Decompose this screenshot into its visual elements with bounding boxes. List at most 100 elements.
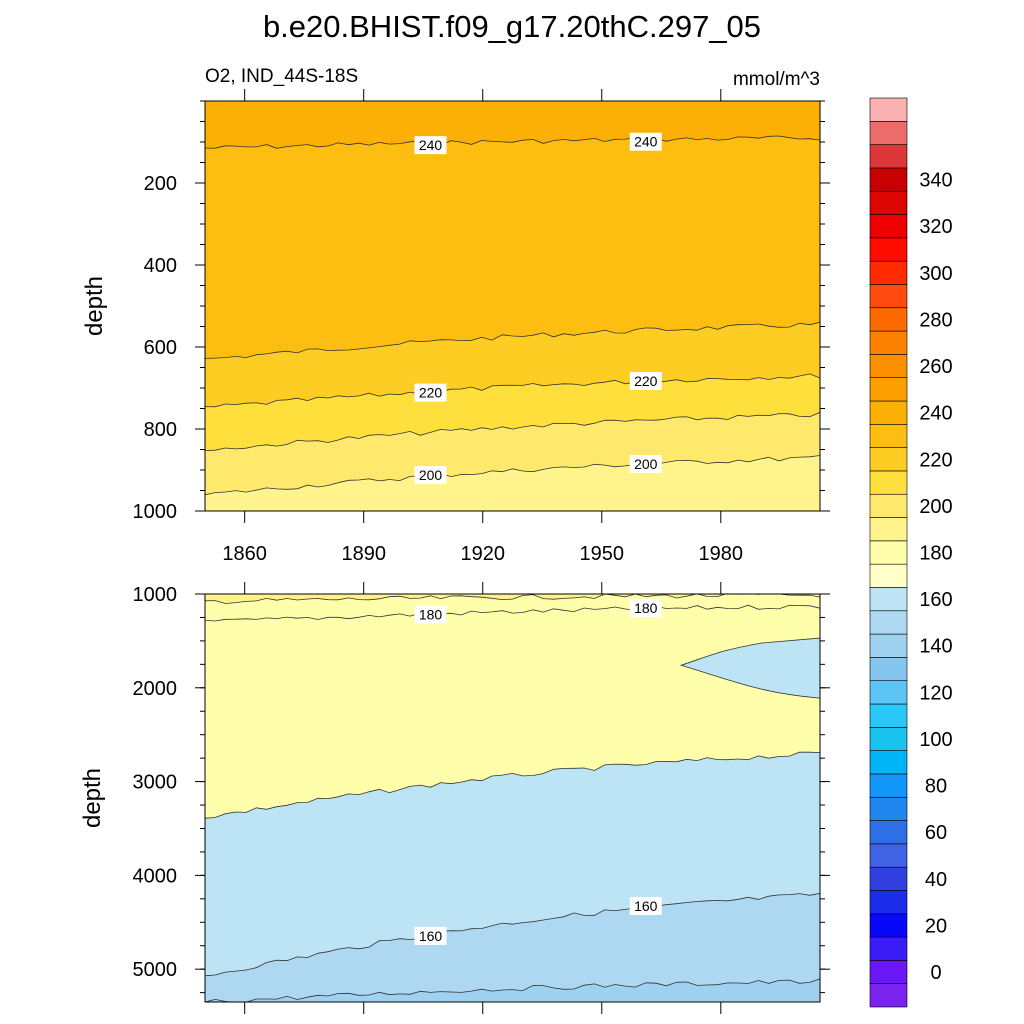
colorbar-swatch <box>869 330 908 355</box>
x-tick-label: 1950 <box>580 543 625 565</box>
colorbar-label: 200 <box>919 496 952 518</box>
colorbar-swatch <box>869 121 908 145</box>
lower-depth-panel: 180 180 160 160 1000 2000 3000 4000 5000 <box>133 582 830 1014</box>
colorbar-label: 300 <box>919 263 952 285</box>
colorbar-swatch <box>869 913 908 938</box>
lower-band-4 <box>205 978 820 1002</box>
colorbar-swatch <box>869 750 908 775</box>
colorbar-label: 320 <box>919 216 952 238</box>
lower-contour-label: 160 <box>629 897 662 916</box>
lower-contour-3 <box>205 892 820 977</box>
colorbar: 0 20 40 60 80 100 120 140 160 180 200 220 240 260 280 3… <box>869 97 953 1008</box>
upper-contour-2 <box>205 373 820 408</box>
colorbar-swatch <box>869 307 908 332</box>
colorbar-swatch <box>869 237 908 262</box>
lower-contour-4 <box>205 978 820 1002</box>
upper-contour-4 <box>205 455 820 496</box>
colorbar-swatch <box>869 563 908 588</box>
colorbar-swatch <box>869 773 908 798</box>
svg-text:200: 200 <box>419 467 443 483</box>
svg-text:180: 180 <box>419 607 443 623</box>
colorbar-swatch <box>869 866 908 891</box>
svg-text:240: 240 <box>419 137 443 153</box>
colorbar-label: 20 <box>925 915 947 937</box>
upper-contour-label: 240 <box>414 136 447 155</box>
colorbar-swatch <box>869 493 908 518</box>
colorbar-swatch <box>869 960 908 984</box>
upper-contour-1 <box>205 321 820 359</box>
colorbar-swatch <box>869 260 908 285</box>
colorbar-label: 220 <box>919 449 952 471</box>
colorbar-swatch <box>869 680 908 705</box>
lower-y-tick-label: 4000 <box>133 865 178 887</box>
colorbar-swatch <box>869 447 908 472</box>
lower-contour-label: 180 <box>414 605 447 624</box>
colorbar-label: 40 <box>925 869 947 891</box>
svg-text:220: 220 <box>419 385 443 401</box>
svg-text:220: 220 <box>634 373 658 389</box>
svg-text:200: 200 <box>634 456 658 472</box>
upper-contour-0 <box>205 135 820 149</box>
colorbar-swatch <box>869 796 908 821</box>
colorbar-label: 120 <box>919 682 952 704</box>
colorbar-swatch <box>869 890 908 915</box>
x-tick-label: 1980 <box>699 543 744 565</box>
colorbar-label: 340 <box>919 170 952 192</box>
upper-band-4 <box>205 455 820 511</box>
colorbar-swatch <box>869 424 908 448</box>
colorbar-label: 140 <box>919 636 952 658</box>
chart-title: b.e20.BHIST.f09_g17.20thC.297_05 <box>263 9 761 44</box>
lower-frame <box>204 593 821 1003</box>
colorbar-swatch <box>869 703 908 728</box>
lower-y-tick-label: 1000 <box>133 584 178 606</box>
x-tick-label: 1890 <box>341 543 386 565</box>
colorbar-label: 180 <box>919 543 952 565</box>
y-axis-label-lower: depth <box>79 768 106 828</box>
svg-text:180: 180 <box>634 600 658 616</box>
colorbar-swatch <box>869 820 908 845</box>
lower-contour-0 <box>205 594 820 604</box>
colorbar-swatch <box>869 97 908 122</box>
upper-contour-label: 200 <box>629 454 662 473</box>
colorbar-swatch <box>869 727 908 751</box>
colorbar-swatch <box>869 843 908 868</box>
lower-band-3 <box>205 893 820 1002</box>
colorbar-label: 260 <box>919 356 952 378</box>
chart-subtitle-variable: O2, IND_44S-18S <box>205 66 358 87</box>
lower-contour-1 <box>205 604 820 622</box>
colorbar-label: 80 <box>925 776 947 798</box>
colorbar-label: 0 <box>930 962 941 984</box>
colorbar-swatch <box>869 470 908 495</box>
upper-contour-label: 220 <box>629 372 662 391</box>
x-tick-label: 1860 <box>222 543 267 565</box>
colorbar-label: 60 <box>925 822 947 844</box>
colorbar-swatch <box>869 144 908 169</box>
colorbar-swatch <box>869 214 908 239</box>
colorbar-swatch <box>869 983 908 1008</box>
upper-contour-label: 200 <box>414 466 447 485</box>
lower-y-tick-label: 2000 <box>133 678 178 700</box>
colorbar-swatch <box>869 633 908 658</box>
svg-text:160: 160 <box>634 898 658 914</box>
colorbar-swatch <box>869 540 908 565</box>
lower-y-tick-label: 5000 <box>133 959 178 981</box>
lower-contour-2 <box>205 751 820 819</box>
upper-y-tick-label: 400 <box>144 255 177 277</box>
colorbar-swatch <box>869 284 908 309</box>
upper-y-tick-label: 1000 <box>133 501 178 523</box>
colorbar-swatch <box>869 587 908 612</box>
upper-contour-3 <box>205 411 820 451</box>
colorbar-label: 280 <box>919 309 952 331</box>
svg-text:240: 240 <box>634 134 658 150</box>
colorbar-swatch <box>869 354 908 378</box>
colorbar-swatch <box>869 657 908 681</box>
lower-y-tick-label: 3000 <box>133 772 178 794</box>
colorbar-swatch <box>869 936 908 961</box>
colorbar-swatch <box>869 377 908 402</box>
colorbar-label: 160 <box>919 589 952 611</box>
chart-subtitle-units: mmol/m^3 <box>733 69 820 90</box>
x-tick-label: 1920 <box>460 543 505 565</box>
lower-contour-label: 160 <box>414 926 447 945</box>
svg-text:160: 160 <box>419 928 443 944</box>
